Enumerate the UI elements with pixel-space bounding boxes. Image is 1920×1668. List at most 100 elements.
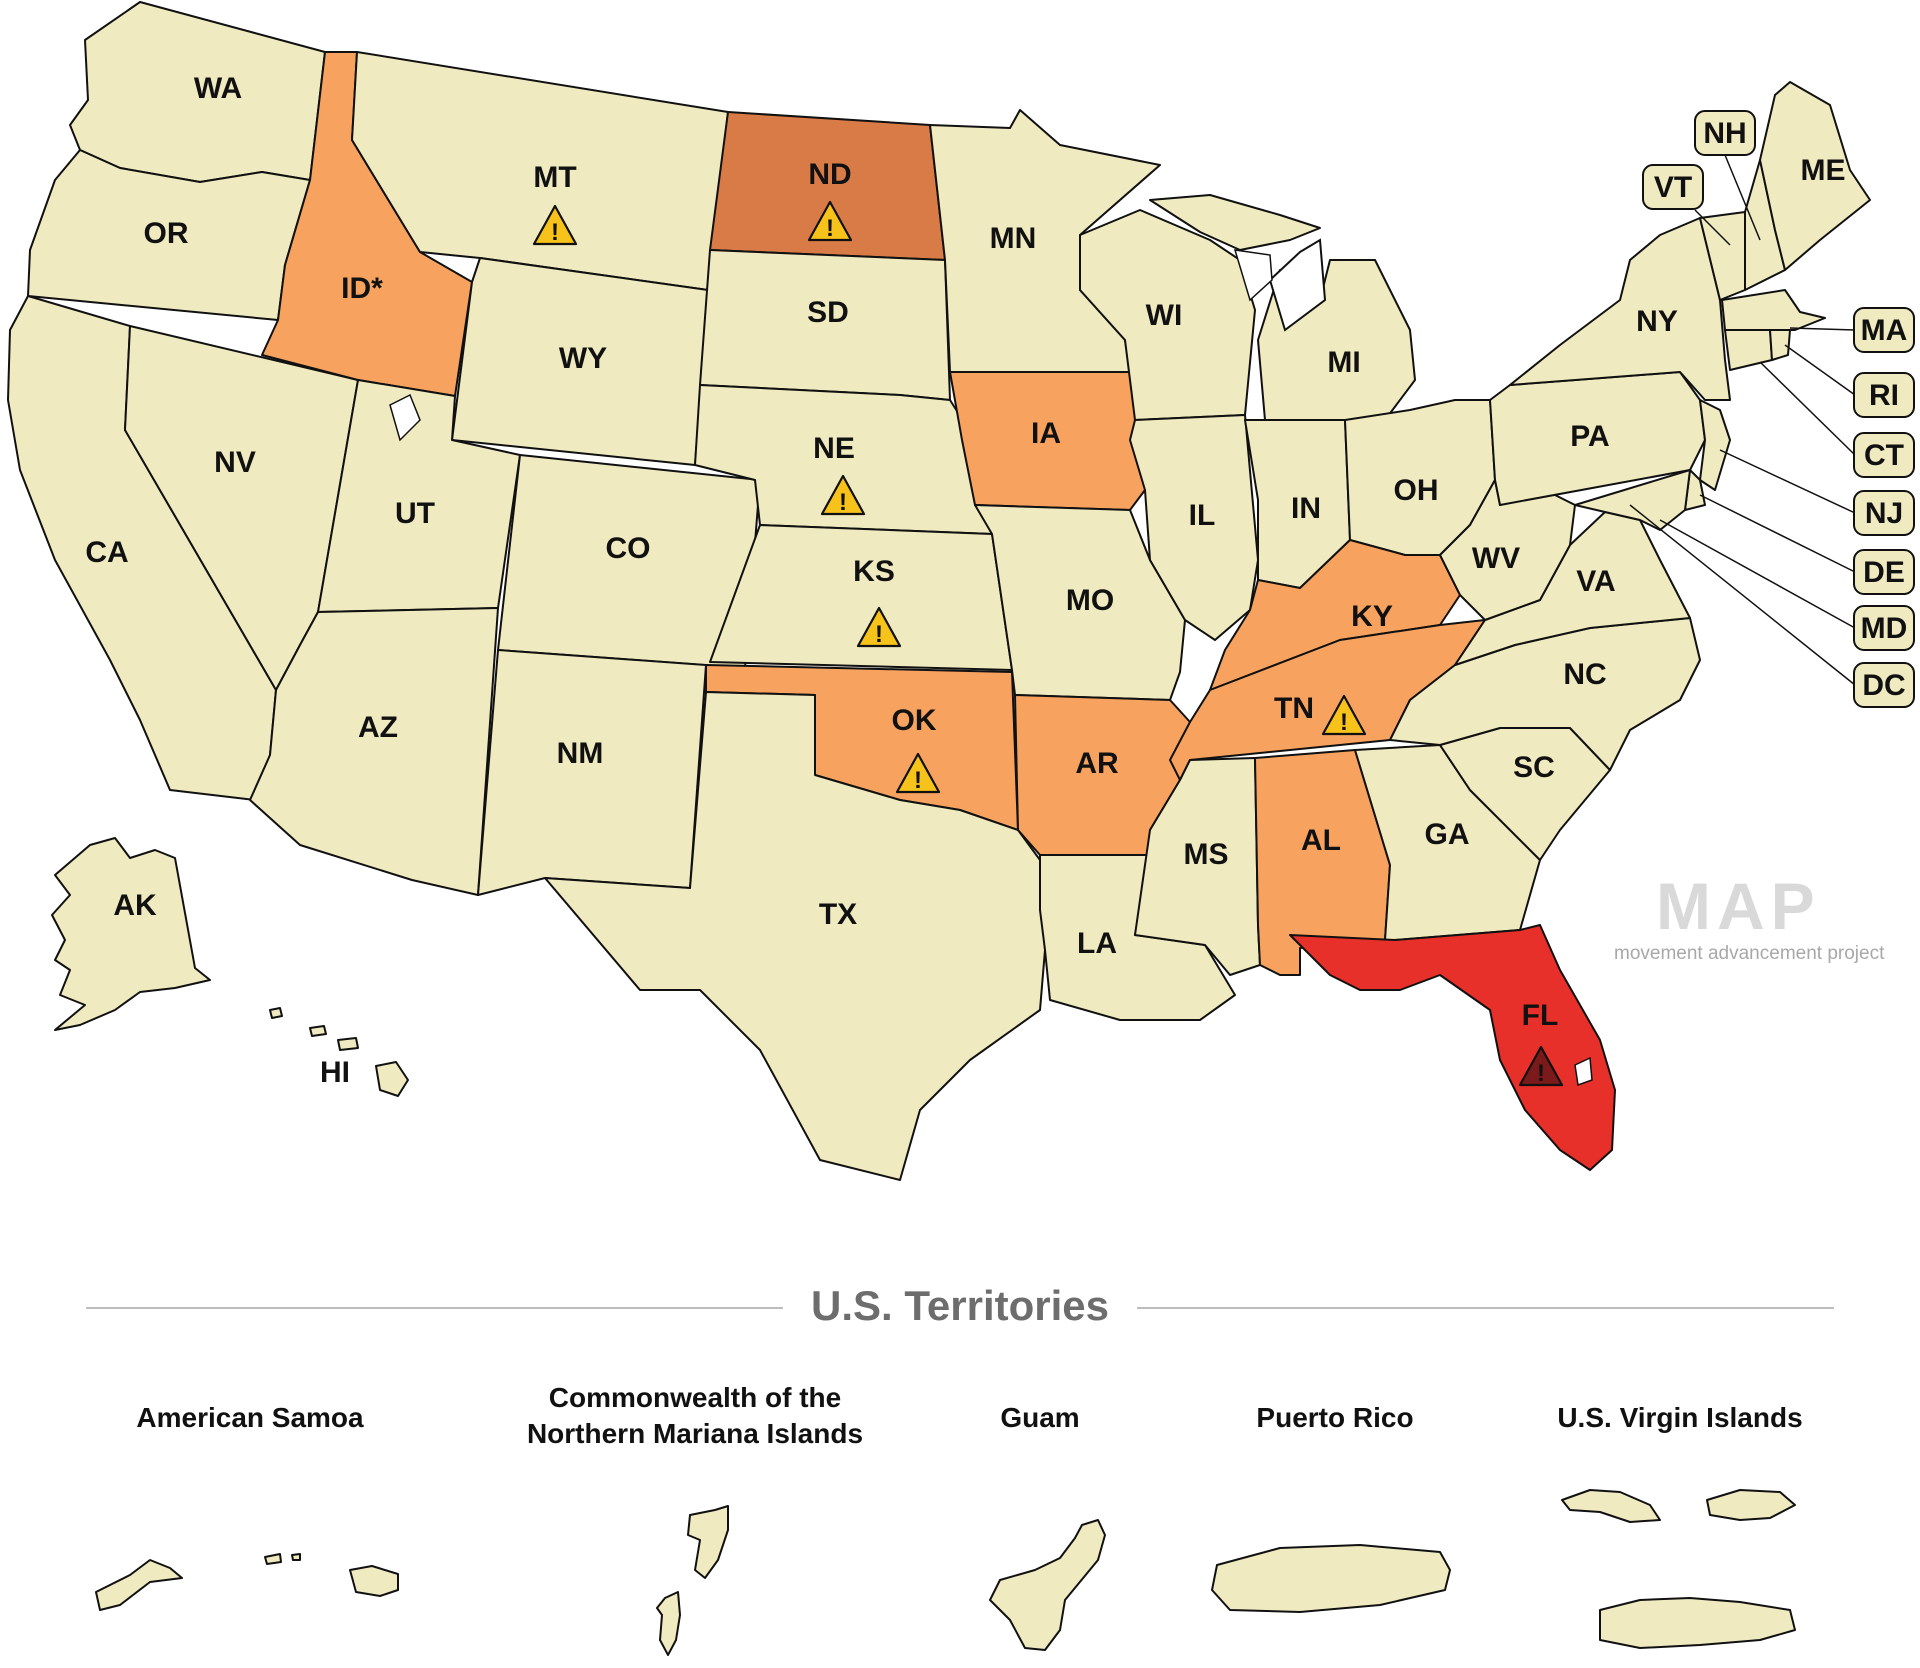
svg-text:!: ! (1340, 709, 1348, 736)
state-label-co: CO (606, 532, 651, 565)
state-label-va: VA (1576, 565, 1615, 598)
warning-triangle-icon: ! (807, 200, 853, 242)
territories-title: U.S. Territories (0, 1282, 1920, 1330)
state-label-ny: NY (1636, 305, 1678, 338)
state-label-ia: IA (1031, 417, 1061, 450)
state-label-mt: MT (533, 161, 576, 194)
territory-label-us-virgin-islands: U.S. Virgin Islands (1557, 1402, 1803, 1433)
territory-shape-us-virgin-islands[interactable] (1561, 1489, 1796, 1649)
state-shape-il[interactable] (1129, 414, 1259, 641)
state-label-nm: NM (557, 737, 604, 770)
state-label-vt: VT (1654, 171, 1692, 204)
state-callout-ri[interactable]: RI (1853, 372, 1915, 418)
callout-box (1853, 549, 1915, 595)
svg-text:!: ! (1537, 1060, 1545, 1087)
state-label-mn: MN (990, 222, 1037, 255)
state-label-ri: RI (1869, 379, 1899, 412)
territory-shape-american-samoa[interactable] (95, 1553, 399, 1611)
callout-box (1694, 110, 1756, 156)
state-label-wy: WY (559, 342, 607, 375)
state-callout-nj[interactable]: NJ (1853, 490, 1915, 536)
state-shape-wy[interactable] (451, 257, 709, 466)
warning-triangle-icon: ! (856, 606, 902, 648)
state-label-ga: GA (1425, 818, 1470, 851)
state-label-ar: AR (1075, 747, 1119, 780)
warning-triangle-icon: ! (820, 474, 866, 516)
territory-shape-puerto-rico[interactable] (1211, 1544, 1451, 1613)
territory-label-northern-mariana: Commonwealth of the Northern Mariana Isl… (526, 1382, 864, 1449)
state-shape-az[interactable] (249, 607, 499, 896)
callout-box (1853, 372, 1915, 418)
state-callout-dc[interactable]: DC (1853, 662, 1915, 708)
state-shape-fl[interactable] (1289, 924, 1616, 1171)
state-label-nc: NC (1563, 658, 1606, 691)
state-label-ne: NE (813, 432, 855, 465)
state-label-id: ID* (341, 272, 383, 305)
state-shape-hi[interactable] (269, 1007, 409, 1097)
small-state-callouts: NH VT MA RI CT NJ DE MD DC (1642, 110, 1915, 708)
state-shape-ky[interactable] (1209, 539, 1461, 691)
state-label-pa: PA (1570, 420, 1609, 453)
warning-markers: !!!!!!! (532, 200, 1564, 1087)
state-shape-mi-up[interactable] (1149, 194, 1321, 251)
state-shape-tx[interactable] (544, 691, 1046, 1181)
state-shape-nj[interactable] (1699, 399, 1731, 491)
state-shape-mo[interactable] (974, 504, 1186, 701)
state-callout-de[interactable]: DE (1853, 549, 1915, 595)
state-label-wi: WI (1146, 299, 1183, 332)
state-label-il: IL (1189, 499, 1216, 532)
state-label-sd: SD (807, 296, 849, 329)
state-label-tx: TX (819, 898, 857, 931)
state-callout-vt[interactable]: VT (1642, 164, 1704, 210)
warning-triangle-icon: ! (532, 204, 578, 246)
callout-box (1853, 307, 1915, 353)
territory-shape-guam[interactable] (989, 1519, 1106, 1651)
state-shape-md[interactable] (1574, 469, 1691, 531)
state-label-me: ME (1801, 154, 1846, 187)
state-shape-wi[interactable] (1079, 209, 1256, 421)
state-shape-ny[interactable] (1509, 217, 1731, 401)
state-label-ky: KY (1351, 600, 1393, 633)
state-label-ca: CA (85, 536, 128, 569)
state-label-al: AL (1301, 824, 1341, 857)
state-callout-ct[interactable]: CT (1853, 432, 1915, 478)
state-label-nv: NV (214, 446, 256, 479)
state-shape-ri[interactable] (1769, 329, 1791, 361)
territory-label-puerto-rico: Puerto Rico (1256, 1402, 1414, 1433)
callout-box (1853, 605, 1915, 651)
state-callout-md[interactable]: MD (1853, 605, 1915, 651)
state-label-or: OR (144, 217, 189, 250)
state-shape-me[interactable] (1759, 81, 1871, 271)
state-shapes (7, 1, 1871, 1181)
state-label-ak: AK (113, 889, 157, 922)
state-label-ut: UT (395, 497, 435, 530)
state-callout-ma[interactable]: MA (1853, 307, 1915, 353)
svg-text:!: ! (839, 489, 847, 516)
state-shape-ma[interactable] (1721, 289, 1826, 331)
state-label-ct: CT (1864, 439, 1904, 472)
map-logo: MAP (1656, 869, 1821, 943)
state-label-ok: OK (892, 704, 937, 737)
state-label-in: IN (1291, 492, 1321, 525)
state-callout-nh[interactable]: NH (1694, 110, 1756, 156)
state-label-mo: MO (1066, 584, 1114, 617)
state-label-fl: FL (1522, 999, 1559, 1032)
state-shape-ct[interactable] (1724, 329, 1773, 371)
great-lakes (389, 238, 1593, 1087)
state-shape-ak[interactable] (51, 837, 211, 1031)
state-label-mi: MI (1327, 346, 1360, 379)
warning-triangle-icon: ! (1321, 694, 1367, 736)
territory-shape-northern-mariana[interactable] (656, 1505, 729, 1656)
state-label-sc: SC (1513, 751, 1555, 784)
state-label-dc: DC (1862, 669, 1905, 702)
territory-shapes (95, 1489, 1796, 1656)
state-shape-ks[interactable] (709, 524, 1013, 671)
state-label-oh: OH (1394, 474, 1439, 507)
small-state-leaders (1629, 154, 1856, 686)
state-label-hi: HI (320, 1056, 350, 1089)
state-label-ma: MA (1861, 314, 1908, 347)
svg-text:!: ! (826, 215, 834, 242)
map-logo-subtitle: movement advancement project (1614, 943, 1885, 964)
state-shape-nm[interactable] (477, 649, 707, 896)
